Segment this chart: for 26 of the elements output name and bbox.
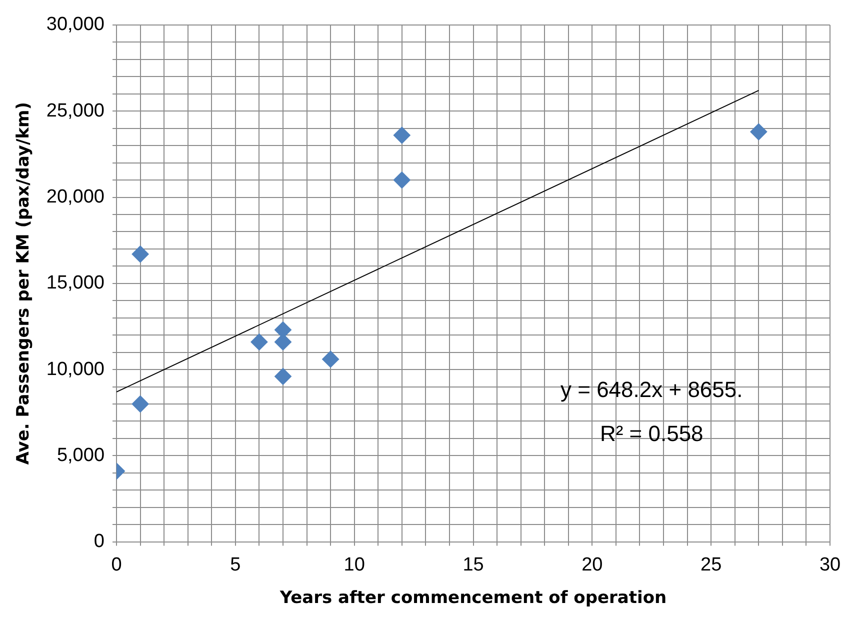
y-tick-label: 10,000 bbox=[46, 358, 105, 380]
x-tick-label: 25 bbox=[700, 554, 722, 576]
point bbox=[322, 350, 340, 368]
x-tick-label: 10 bbox=[344, 554, 365, 576]
point bbox=[250, 333, 268, 350]
point bbox=[132, 246, 149, 263]
point bbox=[132, 395, 149, 412]
x-tick-label: 15 bbox=[462, 554, 484, 576]
y-tick-label: 0 bbox=[94, 531, 105, 552]
x-axis-title: Years after commencement of operation bbox=[278, 588, 667, 608]
x-tick-label: 0 bbox=[111, 554, 122, 576]
point bbox=[274, 368, 292, 385]
y-tick-label: 5,000 bbox=[56, 444, 105, 466]
point bbox=[393, 172, 410, 189]
point bbox=[393, 126, 410, 144]
y-tick-label: 20,000 bbox=[46, 186, 105, 208]
annotation: R² = 0.558 bbox=[600, 421, 704, 446]
y-axis-title: Ave. Passengers per KM (pax/day/km) bbox=[14, 102, 34, 465]
x-tick-label: 5 bbox=[230, 554, 241, 576]
x-tick-label: 30 bbox=[819, 554, 841, 576]
point bbox=[750, 123, 768, 140]
y-tick-label: 25,000 bbox=[46, 100, 105, 122]
annotation: y = 648.2x + 8655. bbox=[560, 377, 743, 402]
x-tick-label: 20 bbox=[582, 554, 603, 576]
y-tick-label: 30,000 bbox=[46, 14, 105, 36]
y-tick-label: 15,000 bbox=[46, 272, 105, 294]
